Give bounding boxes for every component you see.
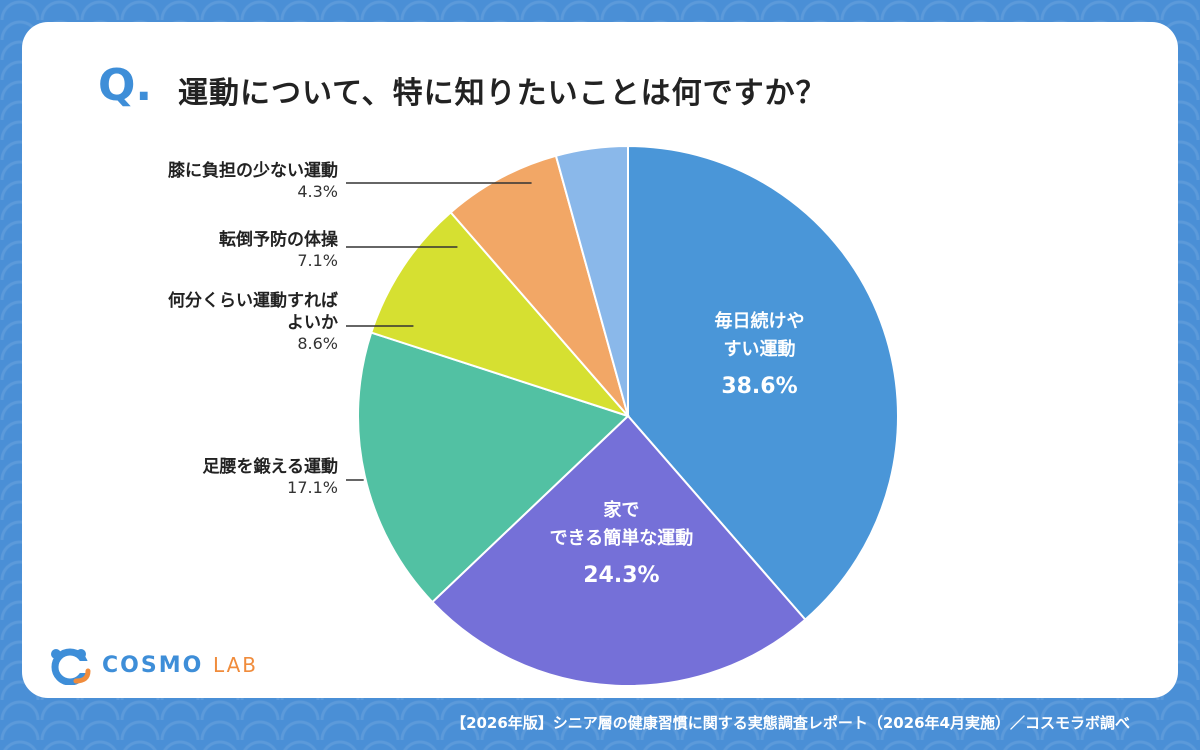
- slice-percent-label: 24.3%: [583, 563, 659, 588]
- label-knee-exercise: 膝に負担の少ない運動 4.3%: [168, 161, 338, 202]
- question-mark: Q.: [98, 60, 153, 111]
- label-exercise-duration: 何分くらい運動すれば よいか 8.6%: [168, 291, 338, 354]
- label-fall-prevention: 転倒予防の体操 7.1%: [219, 230, 338, 271]
- slice-percent-label: 38.6%: [721, 374, 797, 399]
- slice-fall-prevention: [449, 154, 629, 417]
- slice-knee-exercise: [554, 144, 629, 417]
- slice-daily-exercise: [627, 144, 899, 622]
- slice-category-label: できる簡単な運動: [550, 527, 694, 549]
- slice-home-exercise: [430, 414, 807, 687]
- question-title: 運動について、特に知りたいことは何ですか？: [178, 76, 827, 111]
- label-leg-waist: 足腰を鍛える運動 17.1%: [202, 457, 339, 498]
- footer-source: 【2026年版】シニア層の健康習慣に関する実態調査レポート（2026年4月実施）…: [451, 714, 1130, 732]
- slice-category-label: すい運動: [723, 338, 795, 360]
- slice-category-label: 家で: [603, 499, 639, 521]
- slice-category-label: 毎日続けや: [714, 310, 804, 332]
- logo-mascot-icon: [51, 648, 91, 685]
- slice-leg-waist: [357, 331, 630, 604]
- cosmo-lab-logo: COSMO LAB: [48, 645, 258, 685]
